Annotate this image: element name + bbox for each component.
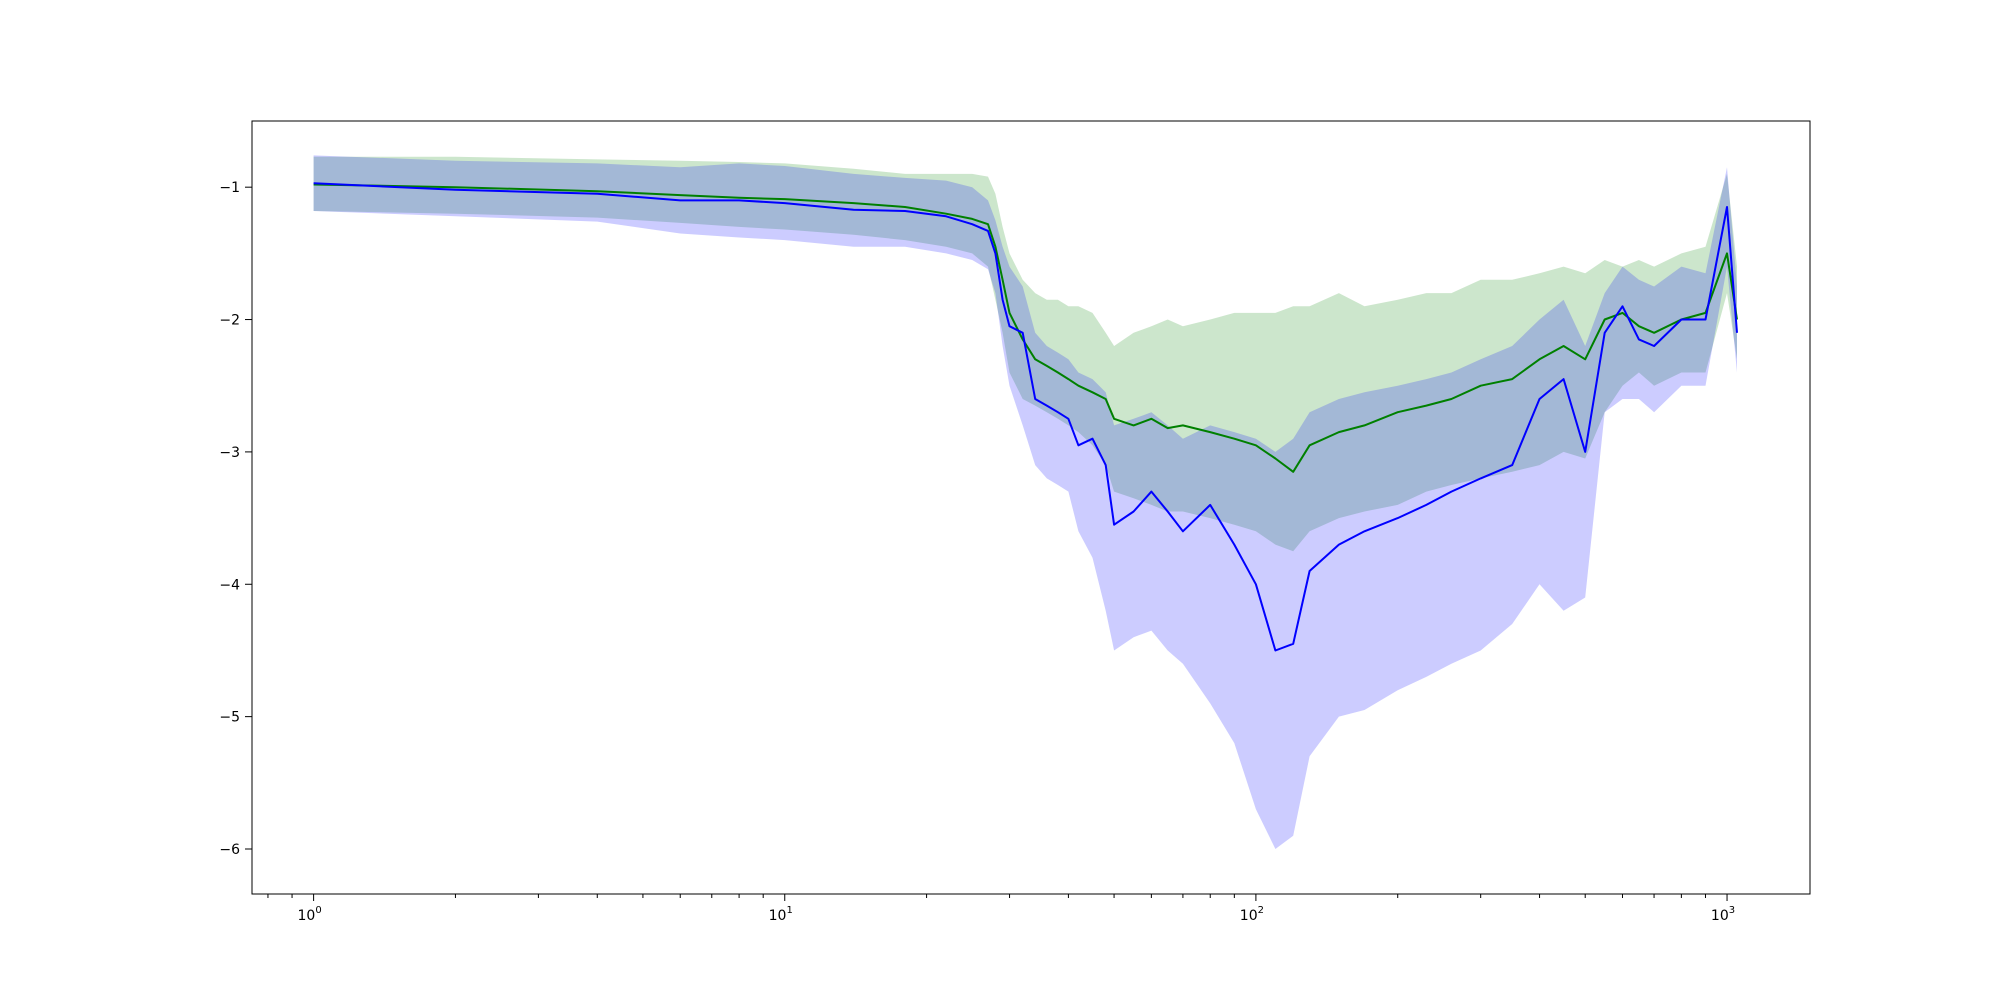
x-tick-label: 102 [1240, 905, 1264, 924]
y-tick-label: −5 [219, 710, 240, 726]
y-tick-label: −4 [219, 577, 240, 593]
confidence-band-1 [313, 156, 1738, 552]
y-tick-label: −3 [219, 445, 240, 461]
series-lines [313, 182, 1738, 652]
confidence-bands [313, 155, 1738, 849]
series-line-2 [313, 182, 1738, 652]
axes-frame [251, 120, 1811, 895]
y-tick-label: −1 [219, 180, 240, 196]
x-tick-label: 101 [769, 905, 793, 924]
x-tick-label: 103 [1711, 905, 1735, 924]
series-line-1 [313, 183, 1738, 473]
x-tick-label: 100 [298, 905, 322, 924]
y-tick-label: −2 [219, 313, 240, 329]
x-axis: 100 101 102 103 [267, 894, 1735, 924]
y-axis: −1 −2 −3 −4 −5 −6 [219, 180, 252, 858]
y-tick-label: −6 [219, 842, 240, 858]
confidence-band-2 [313, 155, 1738, 849]
